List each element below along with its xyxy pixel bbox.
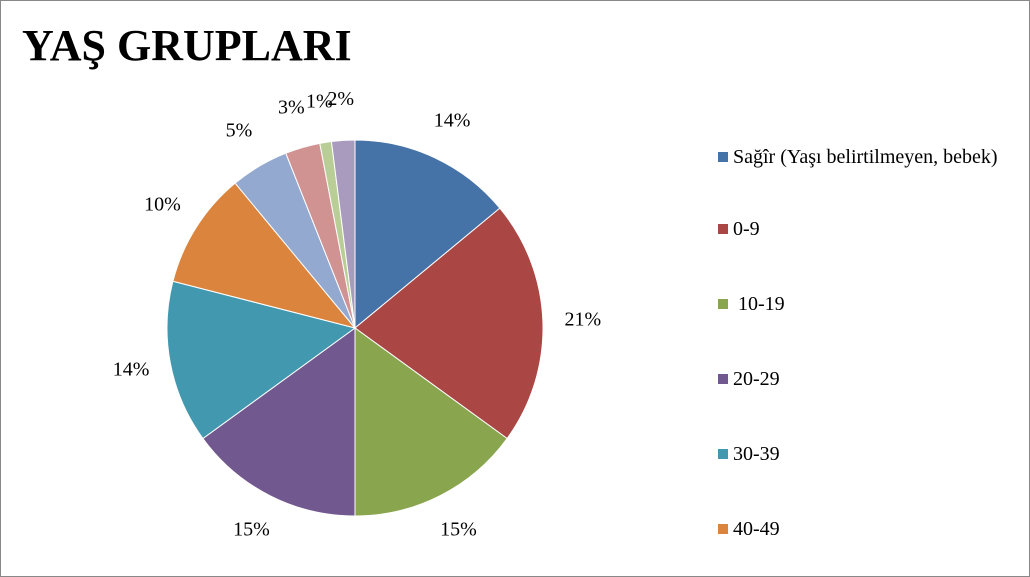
data-label: 15% <box>233 519 270 541</box>
data-label: 2% <box>327 88 354 110</box>
legend-swatch <box>718 152 728 162</box>
data-label: 5% <box>226 119 253 141</box>
data-label: 21% <box>565 308 602 330</box>
legend-swatch <box>718 374 728 384</box>
legend-swatch <box>718 449 728 459</box>
pie-slice <box>354 139 501 330</box>
legend-entry: 30-39 <box>718 442 1018 466</box>
legend-entry: 10-19 <box>718 292 1018 316</box>
data-label: 1% <box>306 90 333 112</box>
pie-slice <box>166 280 357 440</box>
chart-title: YAŞ GRUPLARI <box>22 21 352 70</box>
data-label: 14% <box>434 109 471 131</box>
legend-label: 20-29 <box>733 368 780 390</box>
data-label: 14% <box>113 358 150 380</box>
data-label: 10% <box>144 193 181 215</box>
pie-slice <box>330 139 356 329</box>
legend-swatch <box>718 224 728 234</box>
legend-label: Sağîr (Yaşı belirtilmeyen, bebek) <box>733 146 998 168</box>
pie-slice <box>202 327 356 517</box>
data-label: 3% <box>278 97 305 119</box>
data-label: 15% <box>440 519 477 541</box>
legend-swatch <box>718 524 728 534</box>
legend-label: 30-39 <box>733 443 780 465</box>
legend-swatch <box>718 299 728 309</box>
pie-slice <box>354 327 508 517</box>
legend-entry: 0-9 <box>718 217 1018 241</box>
legend-entry: Sağîr (Yaşı belirtilmeyen, bebek) <box>718 145 1018 169</box>
legend-entry: 20-29 <box>718 367 1018 391</box>
legend-label: 40-49 <box>733 518 780 540</box>
legend-entry: 40-49 <box>718 517 1018 541</box>
pie-slice <box>172 182 357 329</box>
pie-slice <box>354 207 544 440</box>
legend-label: 10-19 <box>733 293 785 315</box>
legend-label: 0-9 <box>733 218 760 240</box>
